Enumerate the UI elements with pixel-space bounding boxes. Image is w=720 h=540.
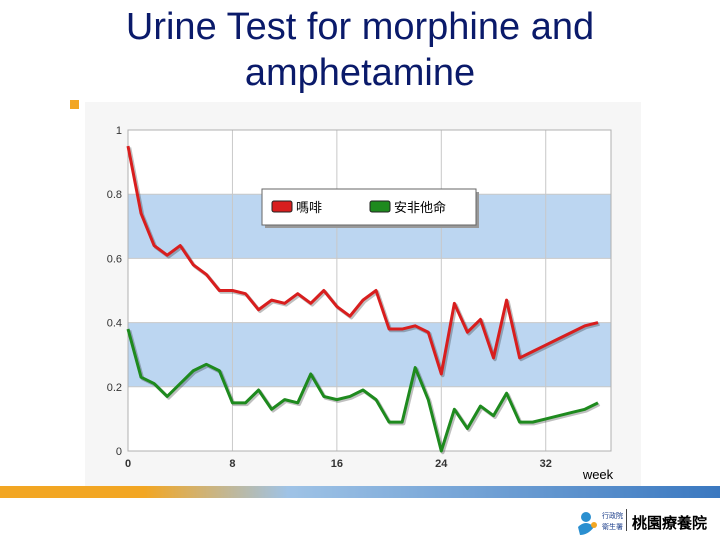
y-tick-label: 0.2	[107, 382, 122, 394]
hospital-logo: 行政院 衛生署	[578, 509, 627, 535]
series-line-2	[126, 328, 599, 453]
y-tick-label: 0	[116, 446, 122, 458]
hospital-name: 桃園療養院	[632, 514, 708, 532]
legend-box	[261, 188, 477, 226]
legend-swatch-2	[369, 200, 391, 213]
x-tick-label: 32	[540, 458, 552, 470]
plot-area	[128, 130, 611, 451]
x-axis-label: week	[582, 467, 614, 482]
legend-swatch-1	[271, 200, 293, 213]
background-band	[128, 322, 611, 387]
x-tick-label: 8	[229, 458, 235, 470]
x-tick-label: 16	[331, 458, 343, 470]
legend-label-2: 安非他命	[394, 200, 446, 215]
slide-title: Urine Test for morphine and amphetamine	[0, 4, 720, 96]
y-tick-label: 1	[116, 125, 122, 137]
logo-small-line-2: 衛生署	[602, 522, 623, 531]
y-tick-label: 0.8	[107, 189, 122, 201]
x-tick-label: 24	[435, 458, 448, 470]
y-tick-label: 0.4	[107, 318, 122, 330]
series-line-1	[126, 145, 599, 376]
footer-band	[0, 486, 720, 498]
x-tick-label: 0	[125, 458, 131, 470]
bullet-square	[70, 100, 79, 109]
y-tick-label: 0.6	[107, 253, 122, 265]
plot-border	[127, 129, 612, 452]
legend-label-1: 嗎啡	[296, 200, 322, 215]
logo-small-line-1: 行政院	[602, 511, 623, 520]
slide-title-line-2: amphetamine	[244, 52, 476, 94]
slide-title-line-1: Urine Test for morphine and	[125, 6, 595, 48]
